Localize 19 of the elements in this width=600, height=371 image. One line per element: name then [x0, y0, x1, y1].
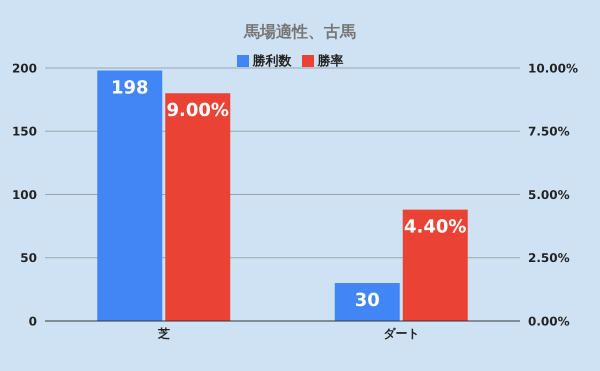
y2-tick-label: 5.00%	[528, 188, 570, 202]
x-tick-label: ダート	[383, 326, 420, 341]
y-tick-label: 100	[12, 188, 37, 202]
data-label: 4.40%	[404, 216, 466, 238]
y2-tick-label: 7.50%	[528, 124, 570, 139]
y-tick-label: 50	[20, 251, 37, 266]
y-tick-label: 200	[12, 61, 37, 76]
y2-tick-label: 10.00%	[528, 61, 578, 76]
chart-title: 馬場適性、古馬	[242, 22, 357, 43]
data-label: 9.00%	[166, 100, 229, 122]
data-label: 30	[354, 290, 380, 311]
legend-label: 勝利数	[252, 54, 292, 69]
legend-label: 勝率	[318, 54, 344, 69]
y-tick-label: 0	[28, 314, 37, 328]
y-tick-label: 150	[12, 124, 37, 139]
y2-tick-label: 0.00%	[528, 314, 570, 328]
y2-tick-label: 2.50%	[528, 251, 570, 266]
data-label: 198	[110, 77, 149, 98]
x-tick-label: 芝	[156, 326, 170, 341]
